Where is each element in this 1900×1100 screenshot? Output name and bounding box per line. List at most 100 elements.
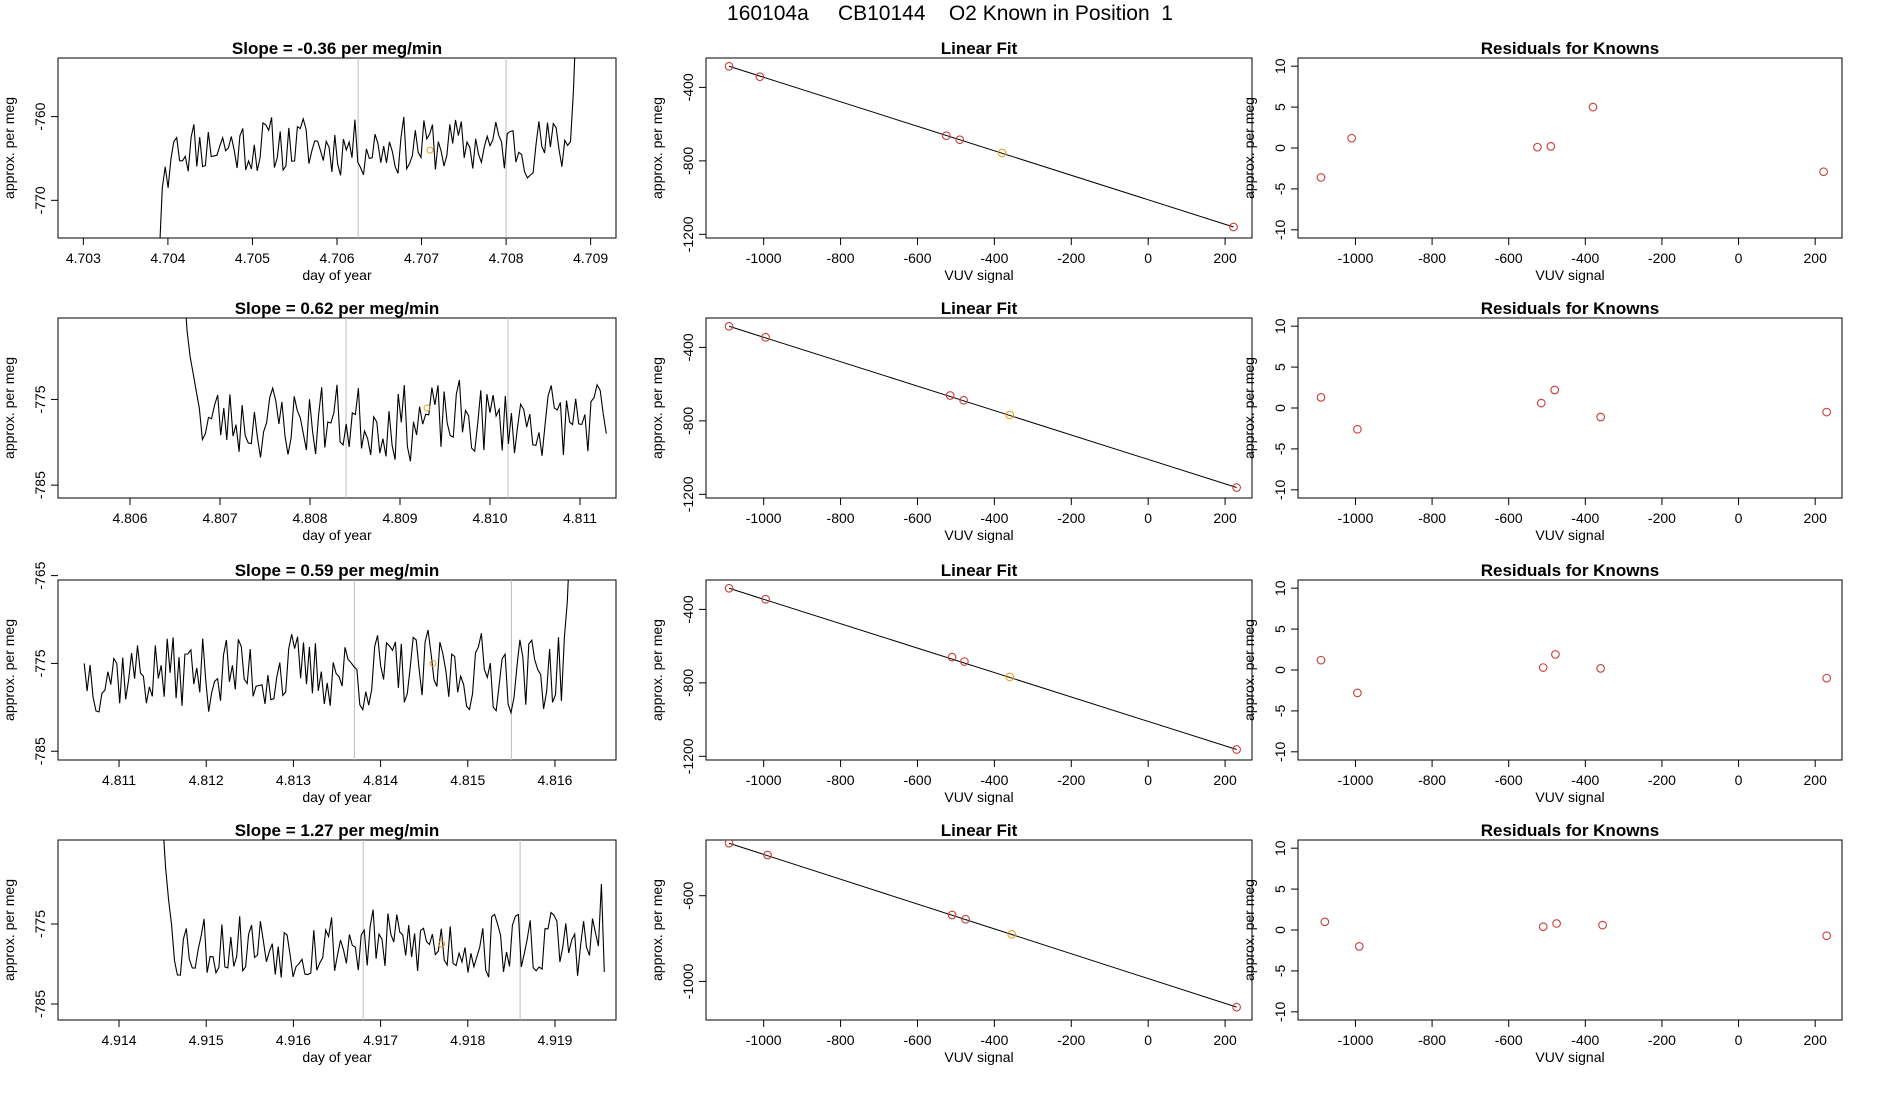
panel-title: Slope = -0.36 per meg/min xyxy=(232,39,442,58)
x-tick-label: -600 xyxy=(903,772,931,788)
y-tick-label: -760 xyxy=(32,102,48,130)
data-point xyxy=(1822,931,1832,941)
x-tick-label: -200 xyxy=(1648,510,1676,526)
plot-frame xyxy=(1297,57,1843,239)
x-tick-label: -600 xyxy=(903,250,931,266)
data-point xyxy=(1819,167,1828,177)
x-tick-label: 200 xyxy=(1213,772,1237,788)
y-tick-label: 10 xyxy=(1272,580,1288,596)
x-tick-label: 4.811 xyxy=(102,772,136,788)
page-title: 160104a CB10144 O2 Known in Position 1 xyxy=(727,2,1173,25)
y-tick-label: 5 xyxy=(1272,103,1288,111)
data-point xyxy=(1229,222,1238,232)
x-tick-label: 200 xyxy=(1213,510,1237,526)
panel-linear-fit-row-1: Linear Fit -1000 -800 -600 -400 -200 0 200 VUV s… xyxy=(649,39,1253,283)
x-axis-label: day of year xyxy=(302,789,372,805)
data-point xyxy=(1354,942,1364,951)
data-point xyxy=(1232,745,1241,754)
signal-trace xyxy=(159,58,576,238)
x-tick-label: 4.810 xyxy=(472,510,507,526)
data-point xyxy=(1822,407,1832,417)
y-tick-label: -600 xyxy=(680,881,696,909)
plot-frame xyxy=(705,57,1253,239)
data-point xyxy=(1536,398,1546,408)
data-point xyxy=(1232,1002,1241,1012)
known-average-marker xyxy=(423,404,431,412)
x-tick-label: 4.708 xyxy=(489,250,524,266)
x-axis-label: day of year xyxy=(302,1049,372,1065)
x-tick-label: -600 xyxy=(1495,250,1523,266)
y-tick-label: -800 xyxy=(680,407,696,435)
y-tick-label: -770 xyxy=(32,186,48,214)
y-tick-label: 5 xyxy=(1272,363,1288,371)
y-tick-label: 0 xyxy=(1272,666,1288,674)
y-axis-label: approx. per meg xyxy=(1,619,17,721)
x-tick-label: 4.815 xyxy=(450,772,485,788)
y-tick-label: -785 xyxy=(32,990,48,1018)
panel-title: Linear Fit xyxy=(941,299,1018,318)
x-tick-label: -1000 xyxy=(746,1032,782,1048)
y-tick-label: 10 xyxy=(1272,318,1288,334)
data-point xyxy=(1538,922,1548,932)
y-tick-label: 10 xyxy=(1272,840,1288,856)
x-tick-label: 4.919 xyxy=(537,1032,572,1048)
y-tick-label: -5 xyxy=(1272,182,1288,195)
data-point xyxy=(1538,663,1548,672)
plot-frame xyxy=(57,57,617,239)
x-axis-label: VUV signal xyxy=(1535,1049,1604,1065)
y-tick-label: 5 xyxy=(1272,885,1288,893)
x-tick-label: 200 xyxy=(1213,1032,1237,1048)
x-tick-label: 200 xyxy=(1804,510,1828,526)
x-axis-label: VUV signal xyxy=(944,527,1013,543)
panel-title: Linear Fit xyxy=(941,39,1018,58)
panel-title: Residuals for Knowns xyxy=(1481,561,1660,580)
data-point xyxy=(724,840,734,848)
x-tick-label: -800 xyxy=(1418,1032,1446,1048)
y-tick-label: -1000 xyxy=(680,963,696,999)
fit-line xyxy=(728,65,1234,228)
x-tick-label: 4.707 xyxy=(404,250,439,266)
y-tick-label: -400 xyxy=(680,73,696,101)
x-tick-label: 4.812 xyxy=(189,772,224,788)
x-tick-label: 4.809 xyxy=(382,510,417,526)
x-tick-label: 0 xyxy=(1144,1032,1152,1048)
x-tick-label: -800 xyxy=(827,772,855,788)
data-point xyxy=(1320,917,1330,927)
panel-title: Slope = 0.59 per meg/min xyxy=(235,561,440,580)
panel-time-series-row-4: Slope = 1.27 per meg/min 4.914 4.915 4.916 4… xyxy=(1,821,617,1065)
panel-title: Linear Fit xyxy=(941,821,1018,840)
data-point xyxy=(724,583,734,593)
plot-frame xyxy=(57,839,617,1021)
y-tick-label: -10 xyxy=(1272,219,1288,239)
data-point xyxy=(763,850,772,860)
panel-title: Slope = 1.27 per meg/min xyxy=(235,821,440,840)
y-tick-label: -775 xyxy=(32,385,48,413)
x-tick-label: -200 xyxy=(1057,510,1085,526)
y-tick-label: -1200 xyxy=(680,738,696,774)
data-point xyxy=(1550,385,1560,395)
panel-title: Residuals for Knowns xyxy=(1481,299,1660,318)
x-tick-label: -400 xyxy=(1571,250,1599,266)
x-tick-label: -400 xyxy=(980,1032,1008,1048)
fit-line xyxy=(728,587,1237,751)
x-axis-label: VUV signal xyxy=(944,789,1013,805)
x-tick-label: -800 xyxy=(1418,250,1446,266)
x-tick-label: -200 xyxy=(1057,772,1085,788)
panel-time-series-row-3: Slope = 0.59 per meg/min 4.811 4.812 4.813 4… xyxy=(1,561,617,805)
data-point xyxy=(947,652,957,662)
data-point xyxy=(1316,393,1326,402)
x-tick-label: -200 xyxy=(1648,250,1676,266)
x-tick-label: 4.704 xyxy=(150,250,185,266)
panel-title: Slope = 0.62 per meg/min xyxy=(235,299,440,318)
x-tick-label: 0 xyxy=(1735,250,1743,266)
data-point xyxy=(1533,142,1542,152)
data-point xyxy=(945,391,955,400)
fit-line xyxy=(728,325,1237,489)
x-tick-label: -200 xyxy=(1057,250,1085,266)
y-axis-label: approx. per meg xyxy=(649,97,665,199)
panel-title: Linear Fit xyxy=(941,561,1018,580)
y-tick-label: -785 xyxy=(32,737,48,765)
y-tick-label: 0 xyxy=(1272,404,1288,412)
x-tick-label: -800 xyxy=(827,1032,855,1048)
y-tick-label: -765 xyxy=(32,561,48,589)
